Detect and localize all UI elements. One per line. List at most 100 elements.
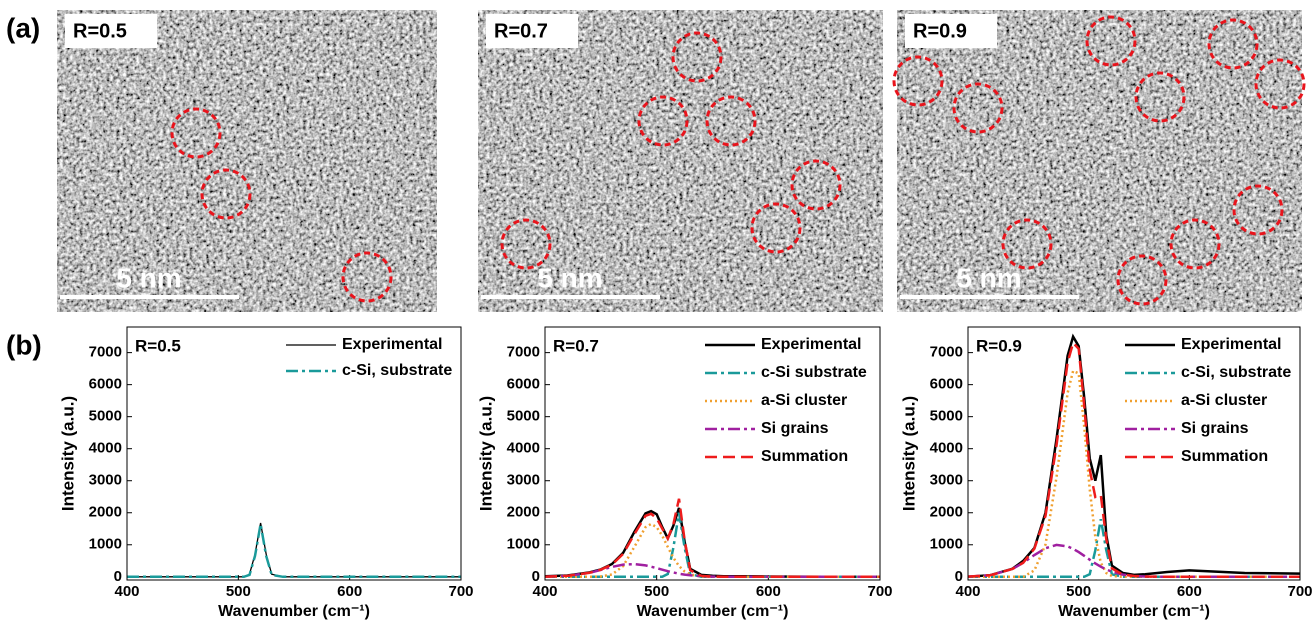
y-tick-label: 7000 bbox=[930, 344, 963, 361]
y-tick-label: 3000 bbox=[89, 472, 122, 489]
legend-label: c-Si, substrate bbox=[342, 362, 452, 379]
micrograph bbox=[57, 10, 437, 312]
y-tick-label: 0 bbox=[532, 568, 540, 585]
grain-marker bbox=[1232, 184, 1284, 236]
grain-marker bbox=[170, 107, 222, 159]
grain-marker bbox=[200, 168, 252, 220]
y-tick-label: 1000 bbox=[507, 536, 540, 553]
y-tick-label: 6000 bbox=[507, 376, 540, 393]
plot-area bbox=[968, 333, 1300, 579]
y-tick-label: 0 bbox=[955, 568, 963, 585]
y-tick-label: 7000 bbox=[507, 344, 540, 361]
y-tick-label: 4000 bbox=[89, 440, 122, 457]
y-axis-label: Intensity (a.u.) bbox=[899, 396, 918, 511]
grain-marker bbox=[1169, 218, 1221, 270]
legend-label: c-Si, substrate bbox=[1181, 364, 1291, 381]
x-tick-label: 700 bbox=[448, 583, 473, 600]
y-tick-label: 2000 bbox=[89, 504, 122, 521]
y-axis-label: Intensity (a.u.) bbox=[58, 396, 77, 511]
x-axis-label: Wavenumber (cm⁻¹) bbox=[218, 603, 370, 620]
x-tick-label: 500 bbox=[1066, 583, 1091, 600]
grain-marker bbox=[341, 251, 393, 303]
grain-marker bbox=[1116, 254, 1168, 306]
scale-bar-label: 5 nm bbox=[956, 262, 1021, 293]
y-tick-label: 5000 bbox=[89, 408, 122, 425]
image-label: R=0.7 bbox=[494, 20, 548, 42]
grain-marker bbox=[790, 159, 842, 211]
micrograph bbox=[897, 10, 1302, 312]
y-tick-label: 0 bbox=[114, 568, 122, 585]
annotation: R=0.5 bbox=[135, 336, 181, 355]
plot-frame bbox=[126, 326, 462, 581]
y-axis-label: Intensity (a.u.) bbox=[476, 396, 495, 511]
legend-label: c-Si substrate bbox=[761, 364, 867, 381]
x-axis-label: Wavenumber (cm⁻¹) bbox=[1058, 603, 1210, 620]
scale-bar-label: 5 nm bbox=[537, 262, 602, 293]
grain-marker bbox=[952, 82, 1004, 134]
x-tick-label: 500 bbox=[226, 583, 251, 600]
legend-label: Experimental bbox=[761, 336, 861, 353]
grain-marker bbox=[1134, 71, 1186, 123]
x-tick-label: 400 bbox=[955, 583, 980, 600]
y-tick-label: 3000 bbox=[930, 472, 963, 489]
grain-marker bbox=[1085, 15, 1137, 67]
series-line bbox=[545, 522, 880, 579]
legend-label: Experimental bbox=[342, 336, 442, 353]
grain-marker bbox=[500, 218, 552, 270]
y-tick-label: 4000 bbox=[507, 440, 540, 457]
series-line bbox=[545, 498, 880, 579]
series-line bbox=[968, 518, 1300, 579]
annotation: R=0.7 bbox=[553, 336, 599, 355]
x-axis-label: Wavenumber (cm⁻¹) bbox=[637, 603, 789, 620]
plot-area bbox=[545, 498, 880, 579]
y-tick-label: 5000 bbox=[930, 408, 963, 425]
panel-label: (a) bbox=[6, 12, 40, 43]
y-tick-label: 3000 bbox=[507, 472, 540, 489]
label-box bbox=[486, 14, 578, 48]
y-tick-label: 2000 bbox=[930, 504, 963, 521]
legend-label: Si grains bbox=[761, 420, 829, 437]
series-line bbox=[968, 340, 1300, 579]
x-tick-label: 400 bbox=[532, 583, 557, 600]
x-tick-label: 500 bbox=[644, 583, 669, 600]
scale-bar-label: 5 nm bbox=[116, 262, 181, 293]
plot-area bbox=[127, 522, 461, 579]
panel-label: (b) bbox=[6, 329, 42, 360]
plot-frame bbox=[544, 326, 881, 581]
image-label: R=0.5 bbox=[73, 20, 127, 42]
legend-label: a-Si cluster bbox=[761, 392, 847, 409]
x-tick-label: 600 bbox=[1177, 583, 1202, 600]
x-tick-label: 600 bbox=[337, 583, 362, 600]
grain-marker bbox=[1254, 58, 1306, 110]
legend-label: Summation bbox=[1181, 448, 1268, 465]
grain-marker bbox=[750, 202, 802, 254]
x-tick-label: 400 bbox=[114, 583, 139, 600]
y-tick-label: 5000 bbox=[507, 408, 540, 425]
label-box bbox=[65, 14, 157, 48]
plot-frame bbox=[967, 326, 1301, 581]
grain-marker bbox=[1001, 218, 1053, 270]
grain-marker bbox=[892, 55, 944, 107]
annotation: R=0.9 bbox=[976, 336, 1022, 355]
x-tick-label: 700 bbox=[1287, 583, 1312, 600]
series-line bbox=[545, 507, 880, 579]
grain-marker bbox=[1207, 18, 1259, 70]
y-tick-label: 6000 bbox=[89, 376, 122, 393]
grain-marker bbox=[671, 31, 723, 83]
x-tick-label: 700 bbox=[867, 583, 892, 600]
y-tick-label: 7000 bbox=[89, 344, 122, 361]
legend-label: Si grains bbox=[1181, 420, 1249, 437]
legend-label: a-Si cluster bbox=[1181, 392, 1267, 409]
y-tick-label: 1000 bbox=[89, 536, 122, 553]
legend-label: Summation bbox=[761, 448, 848, 465]
x-tick-label: 600 bbox=[756, 583, 781, 600]
y-tick-label: 1000 bbox=[930, 536, 963, 553]
series-line bbox=[545, 512, 880, 579]
grain-marker bbox=[705, 95, 757, 147]
series-line bbox=[545, 562, 880, 579]
label-box bbox=[905, 14, 997, 48]
series-line bbox=[127, 523, 461, 579]
y-tick-label: 2000 bbox=[507, 504, 540, 521]
